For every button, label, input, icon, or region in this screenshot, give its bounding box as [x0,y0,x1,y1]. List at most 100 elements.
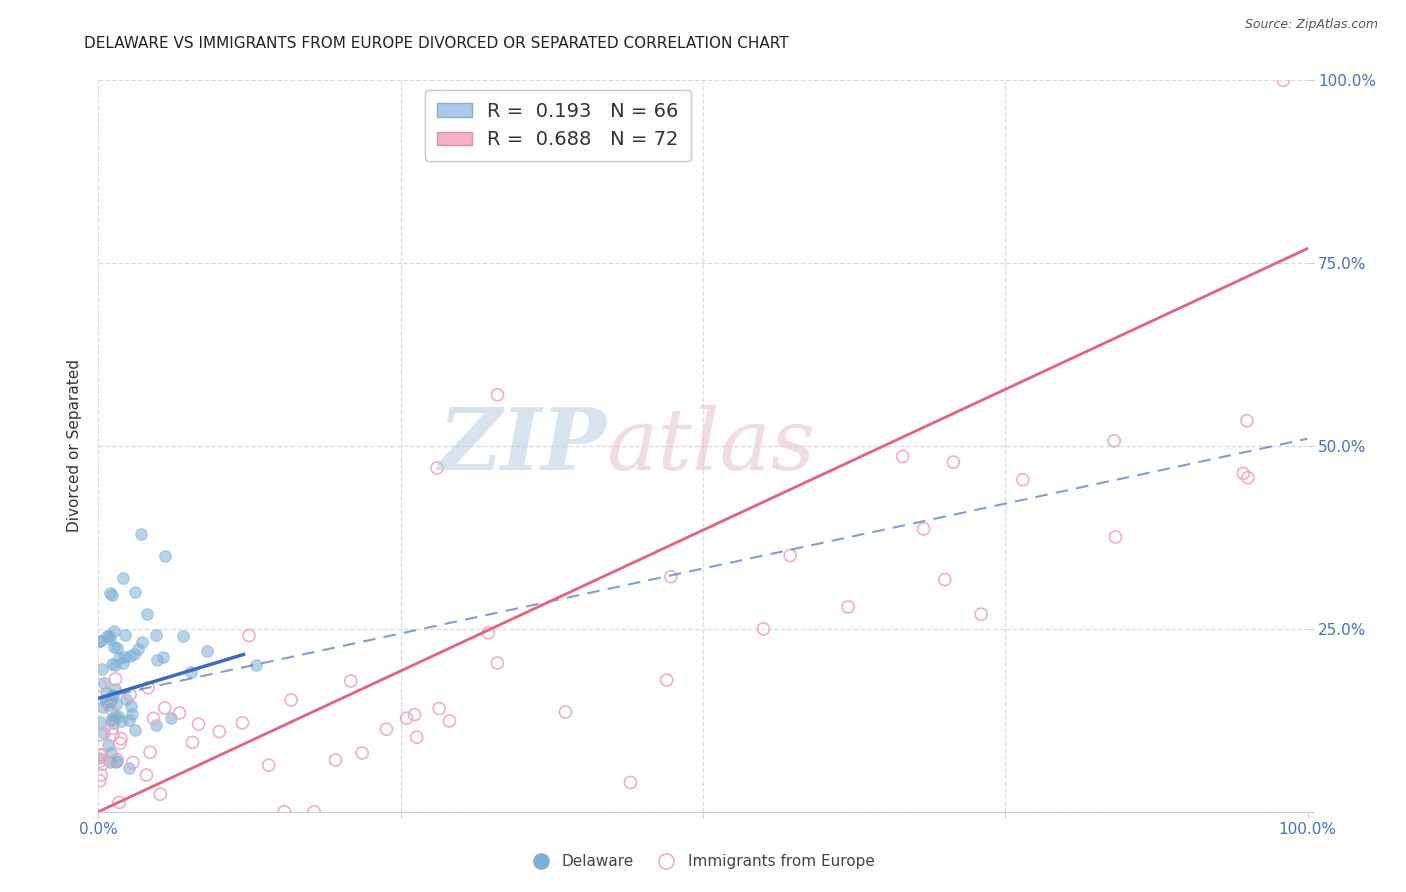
Point [912,522,935,536]
Point [779,549,801,563]
Point [105,698,128,712]
Point [837,599,859,614]
Point [1011,473,1033,487]
Point [752,622,775,636]
Point [122,647,145,661]
Y-axis label: Divorced or Separated: Divorced or Separated [67,359,83,533]
Point [395,711,418,725]
Point [124,723,146,737]
Point [325,753,347,767]
Point [97,698,120,712]
Point [427,701,450,715]
Text: Source: ZipAtlas.com: Source: ZipAtlas.com [1244,18,1378,31]
Point [100,694,122,708]
Point [135,768,157,782]
Point [245,658,267,673]
Point [153,549,176,563]
Point [145,653,167,667]
Point [101,657,124,671]
Point [619,775,641,789]
Point [98,632,121,646]
Point [486,656,509,670]
Point [108,650,131,665]
Point [101,588,124,602]
Point [94,693,117,707]
Point [101,689,124,703]
Point [104,708,127,723]
Point [375,723,398,737]
Point [1236,471,1258,485]
Point [124,585,146,599]
Point [101,711,124,725]
Point [153,701,176,715]
Point [96,630,118,644]
Point [89,678,111,692]
Point [89,747,111,762]
Point [152,649,174,664]
Point [231,715,253,730]
Point [105,754,128,768]
Point [93,725,115,739]
Point [108,796,131,810]
Point [89,773,111,788]
Point [120,698,142,713]
Point [180,665,202,680]
Point [554,705,576,719]
Point [970,607,993,622]
Point [1236,414,1258,428]
Point [98,629,121,643]
Point [104,672,127,686]
Point [94,686,117,700]
Point [439,714,461,728]
Point [142,711,165,725]
Point [108,736,131,750]
Point [111,656,134,670]
Point [172,629,194,643]
Point [405,730,427,744]
Point [655,673,678,687]
Point [302,805,325,819]
Point [195,644,218,658]
Point [486,388,509,402]
Point [891,450,914,464]
Point [145,628,167,642]
Legend: Delaware, Immigrants from Europe: Delaware, Immigrants from Europe [526,848,880,875]
Point [103,640,125,655]
Point [112,650,135,665]
Point [149,787,172,801]
Point [659,570,682,584]
Point [89,714,111,729]
Point [90,662,112,676]
Point [129,526,152,541]
Point [103,624,125,638]
Point [135,607,157,622]
Point [105,753,128,767]
Point [118,713,141,727]
Point [118,688,141,702]
Point [107,708,129,723]
Point [187,717,209,731]
Point [280,693,302,707]
Point [121,707,143,722]
Point [352,746,374,760]
Point [91,757,114,772]
Point [131,635,153,649]
Point [100,688,122,702]
Point [169,706,191,720]
Text: DELAWARE VS IMMIGRANTS FROM EUROPE DIVORCED OR SEPARATED CORRELATION CHART: DELAWARE VS IMMIGRANTS FROM EUROPE DIVOR… [84,36,789,51]
Point [115,691,138,706]
Point [104,681,127,696]
Point [100,713,122,727]
Point [98,701,121,715]
Point [477,625,499,640]
Point [118,648,141,663]
Point [942,455,965,469]
Point [91,700,114,714]
Point [101,727,124,741]
Point [208,724,231,739]
Point [89,633,111,648]
Point [114,628,136,642]
Point [127,642,149,657]
Point [1102,434,1125,448]
Point [105,640,128,655]
